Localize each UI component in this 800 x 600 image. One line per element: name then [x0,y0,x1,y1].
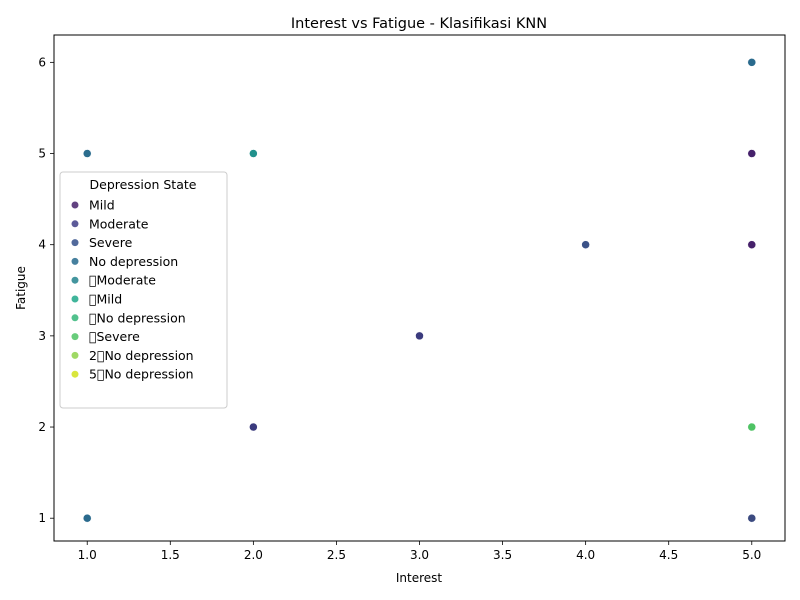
data-point [249,149,258,158]
legend-label: Severe [89,235,133,250]
legend-marker [71,333,79,341]
data-point [747,422,757,432]
y-axis-ticks: 1 2 3 4 5 6 [38,55,54,525]
data-point [747,149,757,158]
legend-marker [71,201,79,209]
data-point [249,422,258,432]
points-layer [82,58,757,523]
data-point [82,513,92,523]
legend-marker [71,276,79,284]
data-point [415,331,424,341]
y-tick-label: 4 [38,238,46,252]
legend-marker [71,314,79,322]
x-tick-label: 3.0 [410,548,429,562]
x-axis-label: Interest [396,571,443,585]
data-point [747,240,757,249]
legend-marker [71,351,79,359]
data-point [747,513,757,523]
legend-marker [71,295,79,303]
x-tick-label: 2.0 [244,548,263,562]
legend-label:  Mild [89,292,122,307]
y-axis-label: Fatigue [14,266,28,310]
legend: Depression State Mild Moderate Severe No de… [59,171,228,409]
legend-marker [71,257,79,265]
x-axis-ticks: 1.0 1.5 2.0 2.5 3.0 3.5 4.0 4.5 5.0 [78,541,761,562]
data-point [581,240,590,249]
x-tick-label: 1.5 [161,548,180,562]
legend-label:  Moderate [89,273,156,288]
legend-marker [71,239,79,247]
legend-label: Moderate [89,216,149,231]
x-tick-label: 4.0 [576,548,595,562]
legend-box [59,171,228,409]
y-tick-label: 2 [38,420,46,434]
plot-frame [53,34,786,542]
y-tick-label: 3 [38,329,46,343]
legend-label: 2 No depression [89,348,194,363]
legend-label: 5 No depression [89,367,194,382]
legend-label: No depression [89,254,178,269]
x-tick-label: 4.5 [659,548,678,562]
x-tick-label: 5.0 [742,548,761,562]
legend-label: Mild [89,198,115,213]
data-point [747,58,757,67]
y-tick-label: 6 [38,55,46,69]
legend-entries: Mild Moderate Severe No depression  Moderate… [71,198,194,382]
legend-title: Depression State [90,177,197,192]
x-tick-label: 2.5 [327,548,346,562]
legend-label:  No depression [89,310,186,325]
legend-marker [71,220,79,228]
data-point [82,149,92,158]
y-tick-label: 5 [38,147,46,161]
legend-marker [71,370,79,378]
legend-label:  Severe [89,329,140,344]
y-tick-label: 1 [38,511,46,525]
x-tick-label: 1.0 [78,548,97,562]
x-tick-label: 3.5 [493,548,512,562]
chart-title: Interest vs Fatigue - Klasifikasi KNN [291,16,547,32]
